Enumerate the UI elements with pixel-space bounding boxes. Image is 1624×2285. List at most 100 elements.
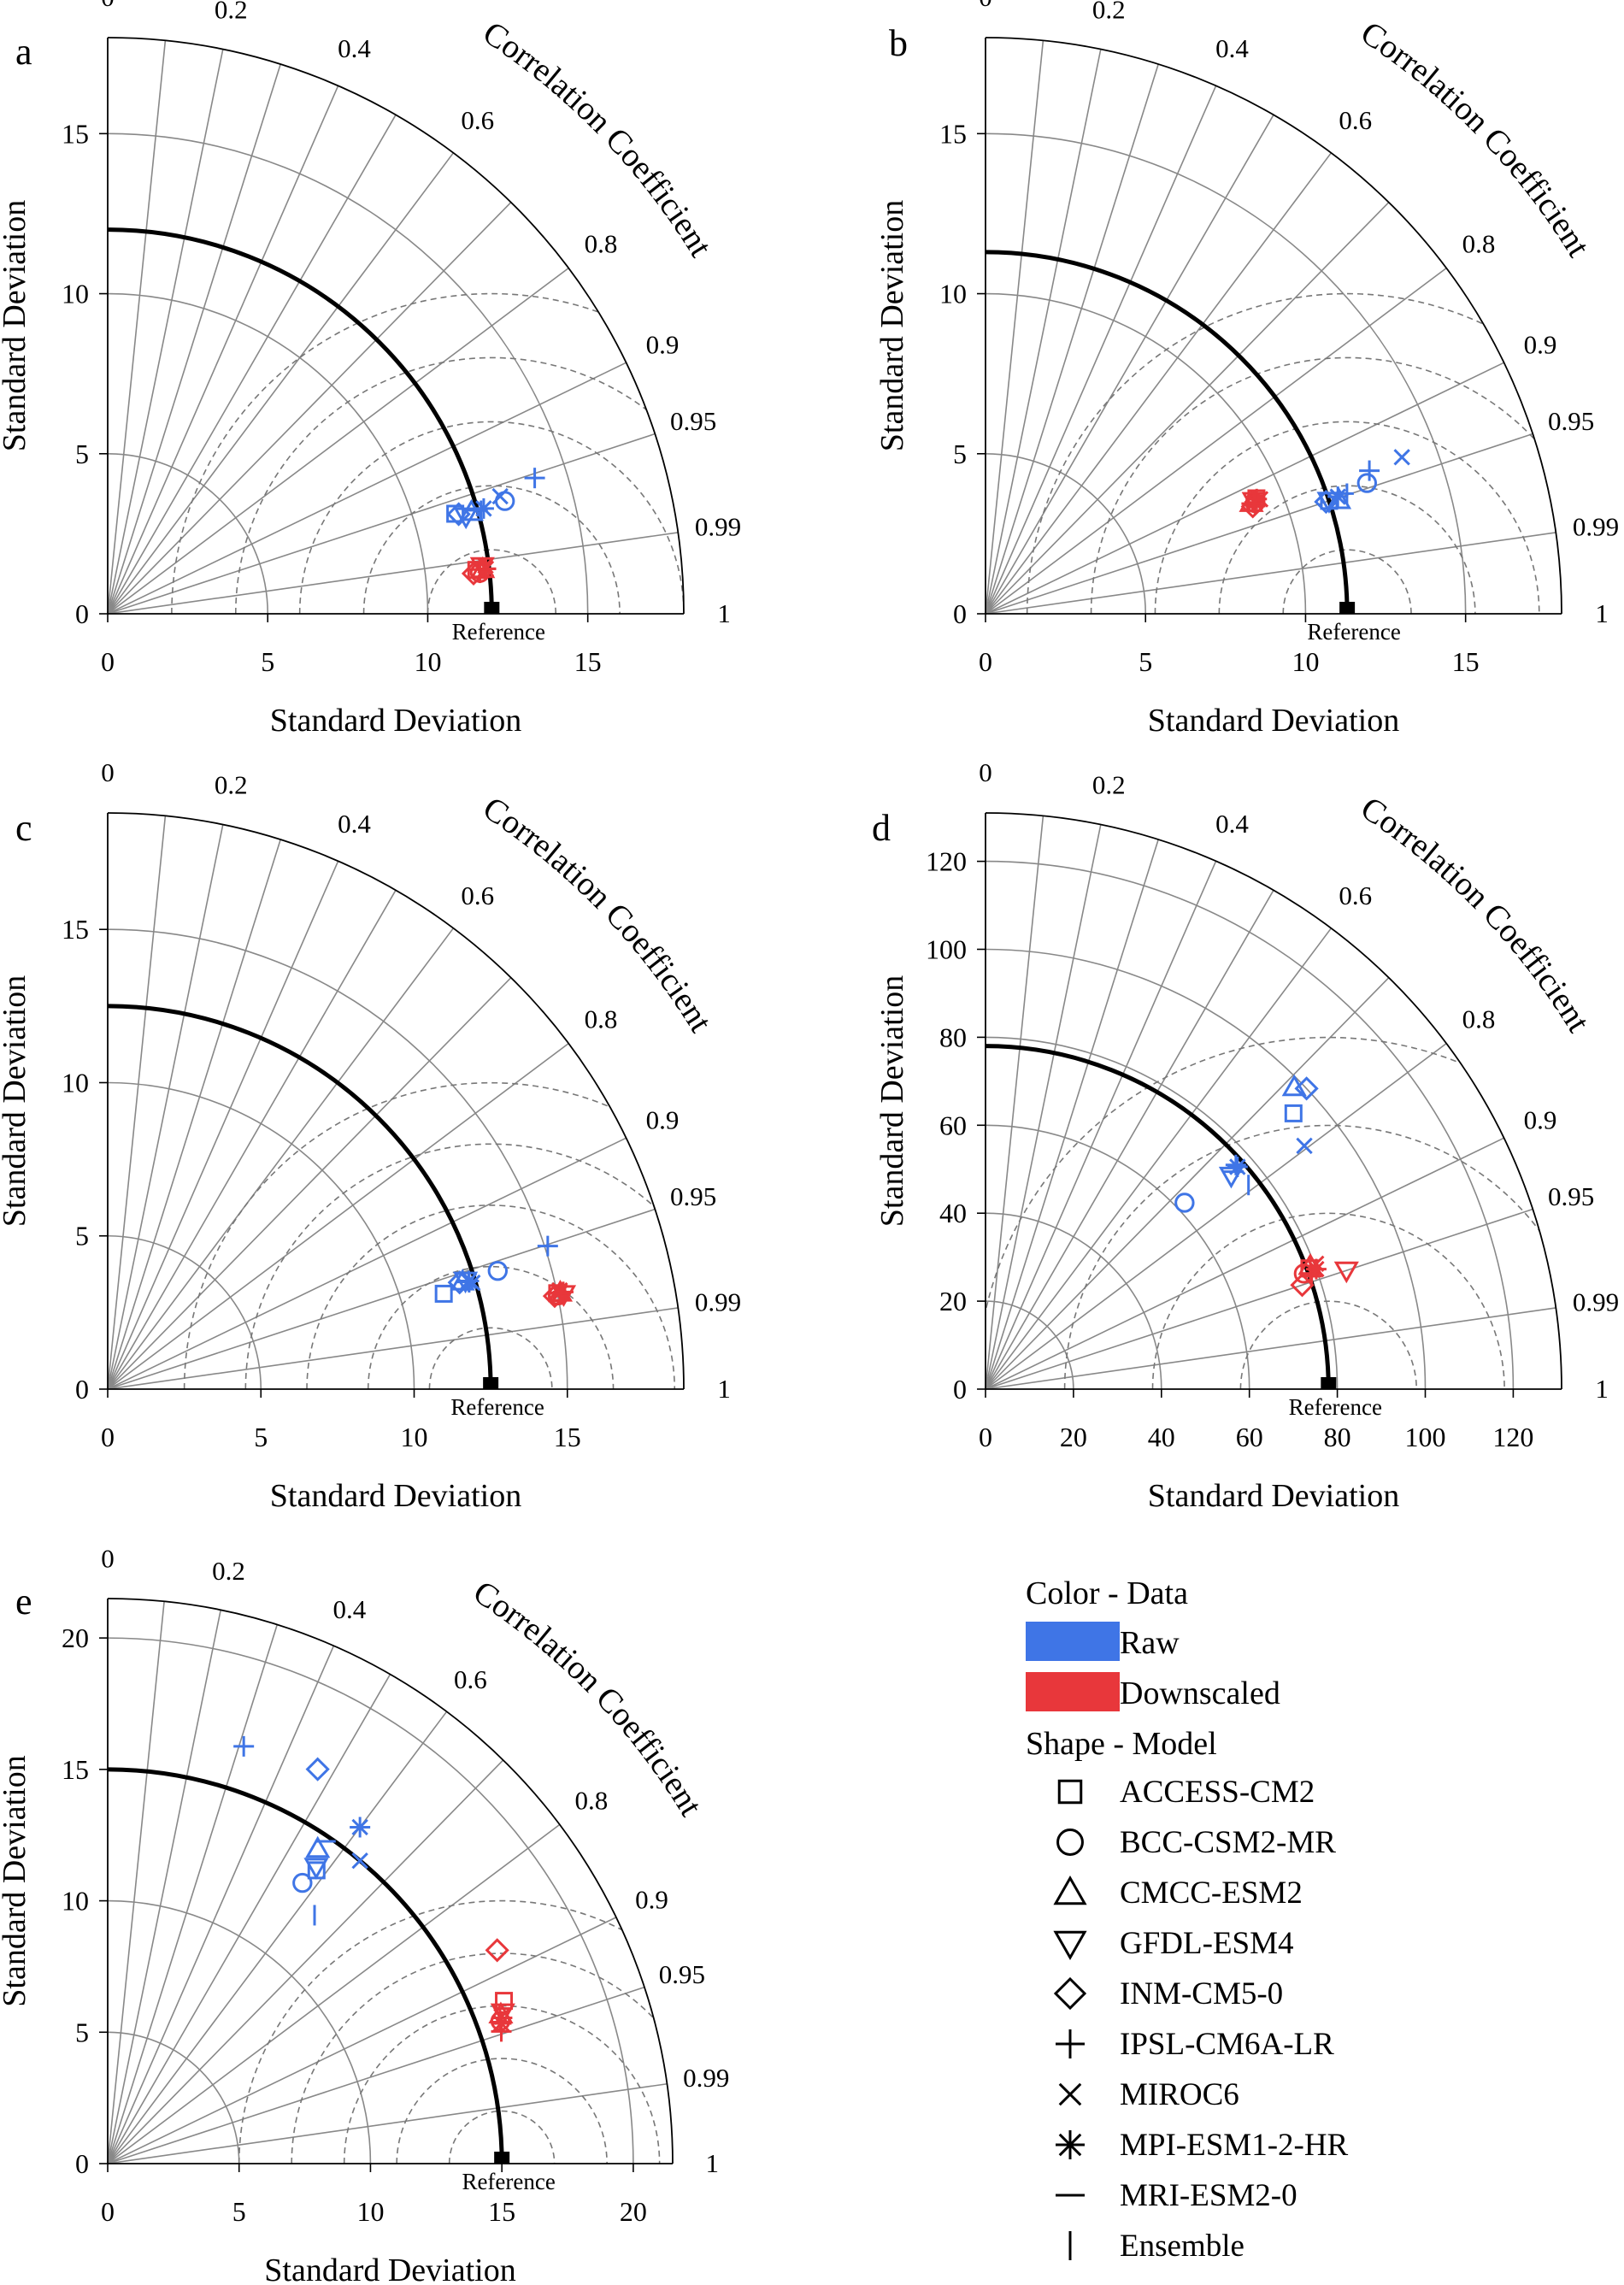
- corr-tick-label: 1: [717, 1374, 731, 1404]
- sd-arc: [985, 1300, 1074, 1390]
- correlation-line: [107, 1986, 645, 2164]
- reference-label: Reference: [450, 1394, 544, 1420]
- correlation-line: [107, 2082, 668, 2164]
- correlation-line: [985, 816, 1044, 1390]
- sd-arc: [985, 860, 1515, 1390]
- correlation-line: [107, 816, 167, 1390]
- rms-circle: [244, 1143, 684, 1389]
- correlation-line: [985, 824, 1102, 1390]
- point-raw-gfdl-esm4: [303, 1858, 329, 1880]
- corr-tick-label: 0.9: [646, 330, 680, 360]
- y-tick-label: 0: [953, 1374, 967, 1405]
- correlation-line: [107, 839, 281, 1390]
- y-axis-title: Standard Deviation: [874, 975, 910, 1227]
- point-raw-bcc-csm2-mr: [487, 1260, 509, 1281]
- x-tick-label: 5: [232, 2196, 246, 2227]
- correlation-line: [107, 152, 455, 615]
- panel-label: b: [889, 22, 908, 64]
- x-tick-label: 0: [101, 1422, 115, 1452]
- correlation-line: [985, 433, 1533, 615]
- legend-model-label: MIROC6: [1120, 2077, 1239, 2112]
- sd-arc: [107, 452, 269, 615]
- reference-label: Reference: [462, 2169, 555, 2194]
- sd-arc: [107, 133, 589, 615]
- correlation-line: [985, 839, 1159, 1390]
- x-tick-label: 15: [574, 646, 602, 677]
- correlation-line: [985, 860, 1217, 1390]
- correlation-line: [107, 1624, 279, 2164]
- legend-marker-inm-cm5-0: [1053, 1976, 1087, 2011]
- corr-tick-label: 0.8: [1462, 1004, 1496, 1034]
- correlation-line: [107, 824, 224, 1390]
- corr-tick-label: 0.6: [461, 105, 494, 135]
- y-tick-label: 15: [62, 914, 89, 945]
- reference-arc: [107, 227, 494, 615]
- point-raw-mpi-esm1-2-hr: [1327, 486, 1349, 508]
- series-raw: [446, 468, 545, 530]
- y-tick-label: 5: [75, 2017, 89, 2047]
- series-downscaled: [461, 556, 497, 586]
- point-raw-ipsl-cm6a-lr: [1359, 460, 1380, 481]
- sd-arc: [107, 1899, 372, 2164]
- rms-circle: [1063, 1124, 1562, 1389]
- reference-arc: [985, 250, 1350, 615]
- sd-arc: [107, 1769, 503, 2164]
- corr-label-path: [986, 704, 1624, 1389]
- point-downscaled-inm-cm5-0: [485, 1938, 509, 1963]
- sd-arc: [107, 2031, 240, 2164]
- reference-label: Reference: [452, 619, 545, 645]
- correlation-line: [985, 63, 1159, 615]
- point-raw-miroc6: [351, 1852, 368, 1870]
- reference-marker: [483, 1377, 499, 1389]
- series-raw: [1174, 1074, 1319, 1213]
- correlation-line: [107, 532, 679, 615]
- sd-arc: [985, 1212, 1162, 1390]
- reference-label: Reference: [1289, 1394, 1382, 1420]
- y-axis-title: Standard Deviation: [0, 1755, 32, 2006]
- corr-tick-label: 0.2: [1092, 0, 1126, 24]
- x-axis-title: Standard Deviation: [270, 1478, 521, 1514]
- corr-tick-label: 0.2: [215, 769, 248, 799]
- corr-tick-label: 1: [1595, 598, 1609, 628]
- x-tick-label: 20: [1060, 1422, 1087, 1452]
- correlation-line: [985, 1042, 1447, 1390]
- legend-model-label: INM-CM5-0: [1120, 1976, 1283, 2011]
- corr-tick-label: 0.8: [585, 1004, 618, 1034]
- reference-arc: [107, 1767, 504, 2164]
- correlation-line: [985, 977, 1390, 1390]
- series-downscaled: [485, 1938, 515, 2042]
- corr-axis-title: Correlation Coefficient: [476, 790, 719, 1039]
- corr-tick-label: 0.4: [333, 1594, 367, 1624]
- rms-circle: [428, 1327, 553, 1389]
- rms-circle: [291, 1952, 673, 2164]
- x-tick-label: 60: [1236, 1422, 1263, 1452]
- rms-circle: [1090, 357, 1562, 614]
- correlation-line: [107, 1645, 335, 2164]
- point-raw-mpi-esm1-2-hr: [473, 498, 494, 519]
- sd-arc: [107, 928, 568, 1390]
- series-raw: [1314, 449, 1410, 515]
- legend: Color - Data Raw Downscaled Shape - Mode…: [1026, 1575, 1349, 2264]
- legend-raw-label: Raw: [1120, 1625, 1180, 1661]
- rms-circle: [183, 1082, 684, 1389]
- point-raw-miroc6: [491, 487, 509, 505]
- legend-model-label: MRI-ESM2-0: [1120, 2178, 1297, 2213]
- legend-models: ACCESS-CM2 BCC-CSM2-MR CMCC-ESM2 GFDL-ESM4 I…: [1053, 1775, 1349, 2264]
- corr-label-path: [986, 0, 1624, 614]
- correlation-line: [985, 532, 1556, 615]
- point-raw-access-cm2: [434, 1284, 453, 1303]
- x-tick-label: 10: [414, 646, 441, 677]
- correlation-line: [985, 362, 1504, 615]
- correlation-line: [107, 1917, 617, 2164]
- point-downscaled-mpi-esm1-2-hr: [1305, 1258, 1327, 1280]
- corr-tick-label: 0: [101, 0, 115, 12]
- corr-tick-label: 0.9: [646, 1105, 680, 1135]
- corr-label-path: [108, 1491, 780, 2164]
- correlation-line: [107, 977, 512, 1390]
- correlation-line: [107, 1307, 679, 1390]
- rms-circle: [448, 2110, 556, 2164]
- outer-arc: [107, 812, 685, 1390]
- x-axis-title: Standard Deviation: [1148, 1478, 1399, 1514]
